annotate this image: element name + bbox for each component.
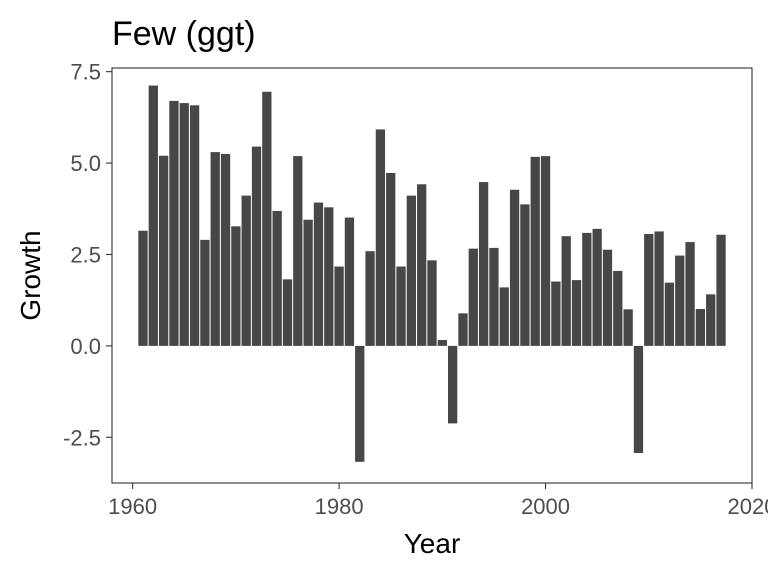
- x-tick-label: 2000: [521, 494, 570, 519]
- bar-1994: [478, 182, 489, 346]
- bar-1995: [489, 247, 499, 346]
- x-tick-label: 2020: [728, 494, 768, 519]
- bar-2011: [654, 231, 664, 346]
- bar-1992: [458, 313, 468, 346]
- bar-2004: [582, 232, 592, 346]
- bar-2006: [602, 249, 613, 346]
- bar-1975: [282, 279, 293, 346]
- x-tick-label: 1960: [108, 494, 157, 519]
- bar-1988: [417, 184, 427, 346]
- bar-1990: [437, 340, 447, 346]
- bar-1966: [189, 105, 200, 346]
- y-tick-label: 2.5: [70, 242, 101, 267]
- bar-1984: [375, 129, 386, 346]
- bar-2003: [571, 280, 582, 346]
- y-axis: -2.5 0.0 2.5 5.0 7.5: [63, 60, 112, 450]
- bar-2005: [592, 228, 602, 346]
- bar-1962: [148, 85, 158, 346]
- bar-1977: [303, 219, 313, 346]
- bar-1997: [509, 189, 520, 346]
- bar-1976: [293, 156, 303, 346]
- bar-1970: [231, 226, 241, 346]
- bar-1965: [179, 103, 189, 346]
- bar-2001: [551, 281, 561, 346]
- bar-1998: [520, 204, 530, 346]
- x-tick-label: 1980: [315, 494, 364, 519]
- y-tick-label: 0.0: [70, 334, 101, 359]
- bar-1993: [468, 248, 478, 346]
- bar-1964: [169, 100, 179, 346]
- bar-1963: [158, 155, 169, 346]
- bar-2007: [613, 270, 623, 346]
- bar-1986: [396, 266, 406, 346]
- bar-2008: [623, 309, 633, 346]
- bar-2015: [695, 308, 706, 346]
- bar-2013: [675, 255, 685, 346]
- x-axis-title: Year: [404, 528, 461, 559]
- y-tick-label: 7.5: [70, 60, 101, 85]
- bar-1981: [344, 217, 355, 346]
- bar-2010: [644, 234, 654, 346]
- x-axis: 1960 1980 2000 2020: [108, 483, 768, 519]
- bar-1967: [200, 239, 210, 346]
- y-axis-title: Growth: [15, 230, 46, 320]
- bars-group: [138, 85, 726, 462]
- bar-2012: [664, 282, 675, 346]
- bar-1968: [210, 152, 220, 346]
- bar-2017: [716, 234, 726, 346]
- plot-panel: [111, 67, 753, 484]
- bar-2002: [561, 236, 571, 346]
- bar-1980: [334, 266, 344, 346]
- bar-1982: [355, 345, 365, 462]
- y-tick-label: 5.0: [70, 151, 101, 176]
- bar-1999: [530, 156, 540, 346]
- bar-1985: [386, 172, 396, 346]
- bar-1996: [499, 287, 509, 346]
- chart-title: Few (ggt): [112, 15, 256, 53]
- bar-1979: [324, 207, 334, 346]
- bar-2016: [706, 294, 716, 346]
- bar-1971: [241, 195, 251, 346]
- bar-1987: [406, 195, 416, 346]
- bar-1972: [251, 146, 262, 346]
- bar-2009: [633, 345, 644, 454]
- bar-1983: [365, 251, 375, 346]
- bar-1961: [138, 230, 148, 346]
- bar-1974: [272, 210, 282, 346]
- bar-1973: [262, 91, 272, 346]
- bar-1989: [427, 260, 437, 346]
- bar-1978: [313, 202, 324, 346]
- y-tick-label: -2.5: [63, 425, 101, 450]
- bar-2014: [685, 242, 695, 346]
- bar-1991: [448, 345, 458, 424]
- bar-2000: [540, 156, 551, 346]
- bar-1969: [220, 153, 231, 346]
